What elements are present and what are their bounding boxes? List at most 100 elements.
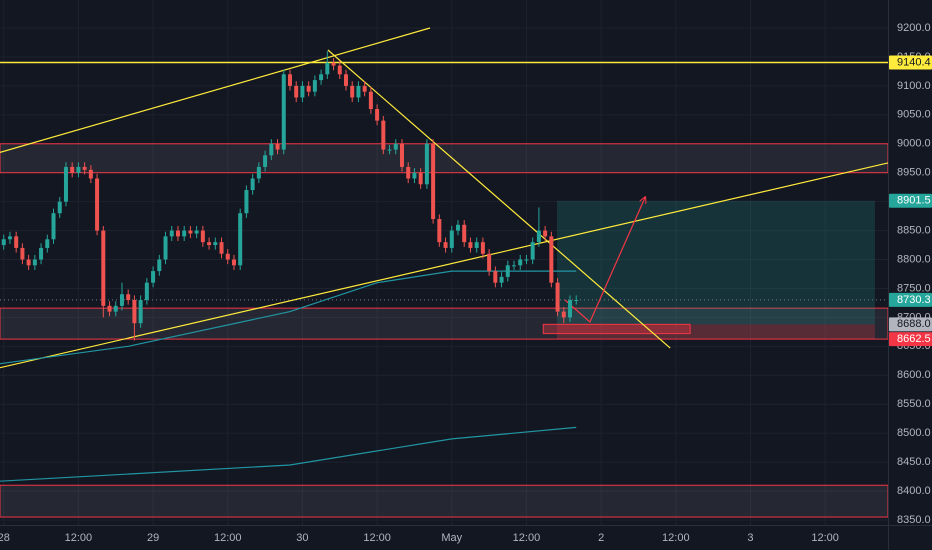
candle-body <box>549 236 554 283</box>
candle-body <box>387 149 392 151</box>
line <box>0 27 431 153</box>
candle-body <box>287 74 292 86</box>
candle-body <box>306 85 311 92</box>
candle-body <box>512 265 517 267</box>
x-tick-label: 3 <box>747 532 753 544</box>
candle-body <box>281 74 286 150</box>
candle-body <box>499 276 504 283</box>
candle-body <box>480 242 485 254</box>
candle-body <box>225 253 230 260</box>
candle-body <box>144 282 149 301</box>
candle-body <box>14 236 19 248</box>
candle-body <box>70 166 75 173</box>
candle-body <box>536 230 541 243</box>
candle-body <box>468 242 473 248</box>
candle-body <box>474 242 479 248</box>
x-tick-label: 12:00 <box>662 532 690 544</box>
candle-body <box>362 85 367 92</box>
candle-body <box>393 143 398 150</box>
x-tick-label: 28 <box>0 532 10 544</box>
candle-body <box>381 120 386 150</box>
line <box>0 426 577 482</box>
box <box>542 323 691 335</box>
candle-body <box>213 242 218 246</box>
candle-body <box>487 253 492 272</box>
price-badge <box>889 332 932 347</box>
candle-body <box>244 190 249 214</box>
y-tick-label: 8350.0 <box>897 514 931 526</box>
candle-body <box>169 230 174 237</box>
candle-body <box>524 259 529 261</box>
line <box>564 197 645 323</box>
candle-body <box>45 239 50 248</box>
candle-body <box>462 224 467 243</box>
candle-body <box>132 300 137 324</box>
candle-body <box>231 259 236 266</box>
candle-body <box>312 80 317 92</box>
candle-body <box>119 294 124 306</box>
position-loss <box>556 324 875 340</box>
price-badge-label: 8662.5 <box>897 333 931 345</box>
candle-body <box>325 62 330 75</box>
price-badge <box>889 55 932 70</box>
y-tick-label: 8800.0 <box>897 253 931 265</box>
y-tick-label: 8750.0 <box>897 282 931 294</box>
candle-body <box>32 259 37 266</box>
candle-body <box>561 311 566 318</box>
candle-body <box>151 271 156 283</box>
candle-body <box>518 259 523 266</box>
candle-body <box>194 230 199 234</box>
candle-body <box>76 166 81 173</box>
candle-body <box>263 155 268 167</box>
position-profit <box>556 200 875 325</box>
candle-body <box>207 242 212 246</box>
price-badge <box>889 193 932 208</box>
candle-body <box>443 242 448 248</box>
candle-body <box>101 230 106 306</box>
candle-body <box>337 65 342 75</box>
candle-body <box>163 236 168 260</box>
x-tick-label: 12:00 <box>214 532 242 544</box>
candle-body <box>356 85 361 98</box>
zone <box>0 143 888 174</box>
candle-body <box>51 213 56 240</box>
y-tick-label: 8850.0 <box>897 224 931 236</box>
candle-body <box>188 230 193 234</box>
y-tick-label: 8400.0 <box>897 485 931 497</box>
line <box>0 270 577 365</box>
candle-body <box>399 143 404 167</box>
candle-body <box>493 271 498 283</box>
candle-body <box>138 300 143 324</box>
candle-body <box>95 178 100 231</box>
candle-body <box>543 230 548 237</box>
price-badge-label: 8901.5 <box>897 195 931 207</box>
candle-body <box>574 300 579 302</box>
y-tick-label: 9050.0 <box>897 109 931 121</box>
candle-body <box>39 247 44 260</box>
candle-body <box>20 247 25 260</box>
axes: 8350.08400.08450.08500.08550.08600.08650… <box>0 22 932 544</box>
candle-body <box>57 201 62 214</box>
candle-body <box>350 85 355 98</box>
plot-area <box>0 27 888 518</box>
candle-body <box>219 242 224 254</box>
x-tick-label: 2 <box>598 532 604 544</box>
y-tick-label: 8550.0 <box>897 398 931 410</box>
candle-body <box>275 143 280 150</box>
candle-body <box>300 85 305 98</box>
candle-body <box>200 230 205 243</box>
candle-body <box>449 230 454 248</box>
candle-body <box>82 166 87 170</box>
x-tick-label: 29 <box>147 532 159 544</box>
candle-body <box>7 236 12 240</box>
candle-body <box>175 230 180 237</box>
y-tick-label: 8450.0 <box>897 456 931 468</box>
candle-body <box>256 166 261 179</box>
y-tick-label: 8600.0 <box>897 369 931 381</box>
y-tick-label: 8500.0 <box>897 427 931 439</box>
line <box>0 162 888 369</box>
y-tick-label: 8950.0 <box>897 167 931 179</box>
candle-body <box>319 74 324 81</box>
candle-body <box>63 166 68 202</box>
